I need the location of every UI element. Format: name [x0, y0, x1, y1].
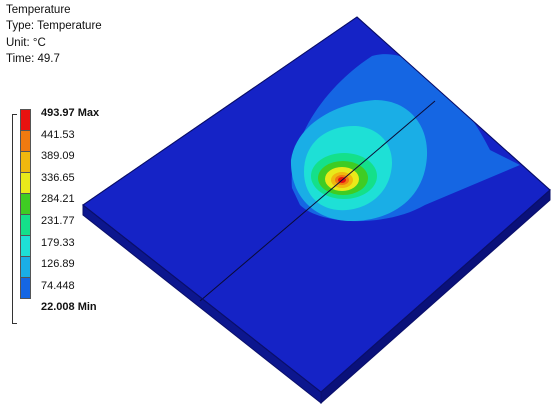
weld-line	[199, 100, 436, 302]
legend-labels: 493.97 Max 441.53 389.09 336.65 284.21 2…	[41, 105, 99, 321]
legend-label: 179.33	[41, 236, 75, 249]
legend-swatch	[20, 277, 31, 299]
legend-label-min: 22.008 Min	[41, 301, 97, 314]
result-type: Type: Temperature	[6, 20, 102, 33]
result-unit: Unit: °C	[6, 36, 46, 49]
legend-label: 389.09	[41, 150, 75, 163]
legend-label: 231.77	[41, 214, 75, 227]
legend-label: 126.89	[41, 258, 75, 271]
result-info: Temperature Type: Temperature Unit: °C T…	[6, 2, 102, 67]
legend-label: 336.65	[41, 171, 75, 184]
color-legend: 493.97 Max 441.53 389.09 336.65 284.21 2…	[12, 105, 122, 327]
legend-label: 441.53	[41, 128, 75, 141]
legend-label: 284.21	[41, 193, 75, 206]
legend-label: 74.448	[41, 279, 75, 292]
legend-bracket	[12, 114, 17, 324]
plate-outline	[82, 16, 551, 393]
legend-label-max: 493.97 Max	[41, 107, 100, 119]
result-time: Time: 49.7	[6, 52, 60, 65]
result-title: Temperature	[6, 4, 71, 16]
legend-swatches	[20, 109, 32, 299]
